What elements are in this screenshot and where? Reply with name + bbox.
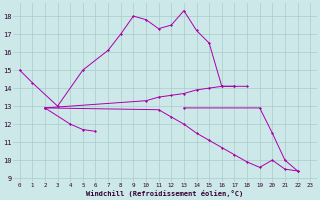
X-axis label: Windchill (Refroidissement éolien,°C): Windchill (Refroidissement éolien,°C)	[86, 190, 244, 197]
